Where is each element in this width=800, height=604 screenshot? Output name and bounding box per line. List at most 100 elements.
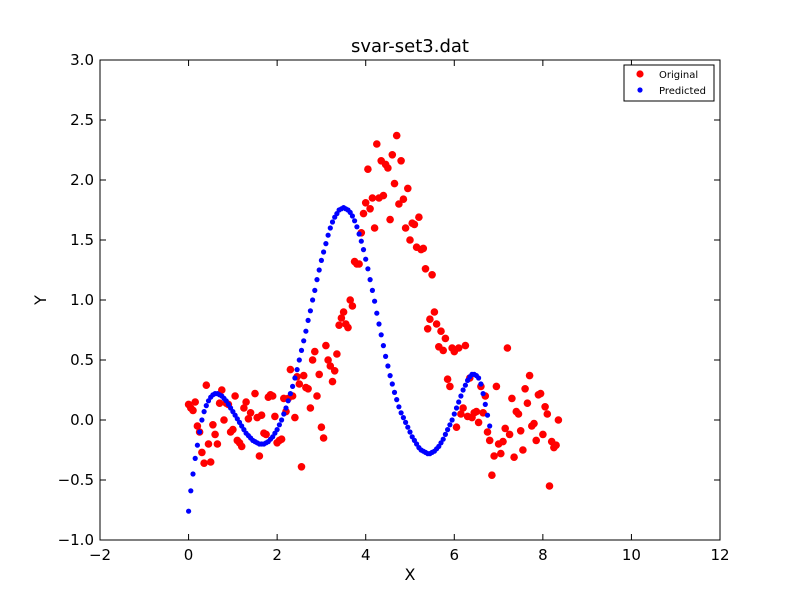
- data-point-predicted: [391, 389, 398, 395]
- data-point-predicted: [194, 442, 200, 448]
- data-point-original: [472, 407, 481, 416]
- data-point-original: [421, 265, 430, 273]
- data-point-predicted: [318, 257, 324, 263]
- data-point-original: [319, 434, 328, 442]
- data-point-original: [519, 446, 527, 454]
- data-point-predicted: [449, 417, 455, 423]
- data-point-original: [488, 471, 496, 480]
- data-point-original: [543, 410, 552, 418]
- data-point-original: [337, 314, 346, 322]
- data-point-predicted: [316, 267, 322, 273]
- data-point-original: [474, 418, 483, 427]
- data-point-original: [251, 389, 259, 398]
- data-point-original: [532, 436, 540, 445]
- data-point-predicted: [290, 383, 296, 389]
- data-point-original: [503, 344, 512, 352]
- data-point-predicted: [186, 508, 192, 514]
- x-tick-label: 10: [622, 546, 641, 564]
- data-point-original: [432, 320, 441, 328]
- data-point-original: [322, 341, 330, 350]
- data-point-original: [501, 424, 510, 433]
- data-point-predicted: [329, 219, 336, 225]
- data-point-original: [384, 164, 392, 172]
- data-point-predicted: [310, 297, 316, 303]
- data-point-original: [510, 453, 518, 462]
- x-tick-label: 4: [361, 546, 371, 564]
- data-point-original: [344, 323, 352, 332]
- data-point-original: [268, 392, 277, 400]
- data-point-predicted: [400, 415, 406, 421]
- data-point-original: [508, 394, 516, 403]
- data-point-original: [299, 371, 308, 380]
- data-point-original: [277, 435, 286, 444]
- data-point-original: [200, 459, 208, 468]
- data-point-original: [368, 194, 377, 202]
- data-point-original: [257, 411, 266, 420]
- data-point-predicted: [190, 471, 196, 477]
- data-point-original: [255, 452, 264, 460]
- data-point-predicted: [482, 401, 488, 407]
- data-point-predicted: [294, 367, 300, 373]
- y-tick-label: 2.5: [70, 111, 94, 129]
- x-tick-label: 0: [184, 546, 194, 564]
- data-point-original: [415, 213, 423, 221]
- data-point-predicted: [296, 357, 302, 363]
- data-point-original: [505, 430, 514, 439]
- data-point-predicted: [314, 277, 320, 283]
- y-tick-label: 3.0: [70, 51, 94, 69]
- data-point-predicted: [372, 298, 378, 304]
- data-point-original: [483, 428, 492, 436]
- data-point-original: [379, 191, 388, 200]
- data-point-predicted: [287, 391, 293, 397]
- data-point-original: [404, 184, 412, 193]
- data-point-original: [242, 398, 250, 406]
- data-point-predicted: [376, 321, 382, 327]
- data-point-original: [554, 416, 563, 424]
- data-point-original: [443, 375, 452, 384]
- data-point-original: [545, 482, 554, 490]
- data-point-original: [370, 224, 379, 232]
- data-point-original: [306, 404, 315, 412]
- data-point-original: [262, 430, 270, 439]
- data-point-predicted: [451, 411, 457, 417]
- data-point-predicted: [442, 431, 448, 437]
- x-tick-label: −2: [89, 546, 111, 564]
- data-point-predicted: [292, 375, 298, 381]
- data-point-original: [246, 409, 255, 417]
- data-point-predicted: [380, 343, 386, 349]
- series-original-points: [184, 131, 563, 490]
- legend-marker-original: [636, 70, 644, 78]
- data-point-original: [457, 410, 465, 418]
- data-point-predicted: [398, 410, 404, 416]
- data-point-predicted: [378, 332, 384, 338]
- data-point-predicted: [303, 328, 309, 334]
- data-point-original: [430, 308, 439, 316]
- data-point-original: [193, 422, 202, 430]
- data-point-original: [271, 412, 279, 421]
- y-tick-label: −0.5: [58, 471, 94, 489]
- y-tick-label: 1.0: [70, 291, 94, 309]
- data-point-predicted: [323, 241, 329, 247]
- data-point-original: [191, 398, 199, 406]
- data-point-original: [328, 377, 337, 386]
- y-tick-label: −1.0: [58, 531, 94, 549]
- data-point-original: [308, 356, 317, 364]
- data-point-original: [399, 195, 408, 203]
- data-point-original: [388, 151, 397, 159]
- data-point-original: [485, 436, 494, 445]
- data-point-original: [355, 260, 363, 268]
- data-point-predicted: [447, 422, 453, 428]
- data-point-predicted: [354, 224, 360, 230]
- data-point-original: [333, 350, 341, 358]
- data-point-original: [229, 425, 237, 434]
- x-tick-label: 6: [450, 546, 460, 564]
- data-point-predicted: [387, 373, 393, 379]
- data-point-original: [297, 463, 306, 471]
- data-point-original: [324, 356, 332, 364]
- data-point-predicted: [325, 232, 331, 238]
- data-point-original: [215, 399, 224, 408]
- data-point-original: [525, 371, 534, 380]
- data-point-original: [211, 430, 219, 439]
- data-point-predicted: [394, 397, 400, 403]
